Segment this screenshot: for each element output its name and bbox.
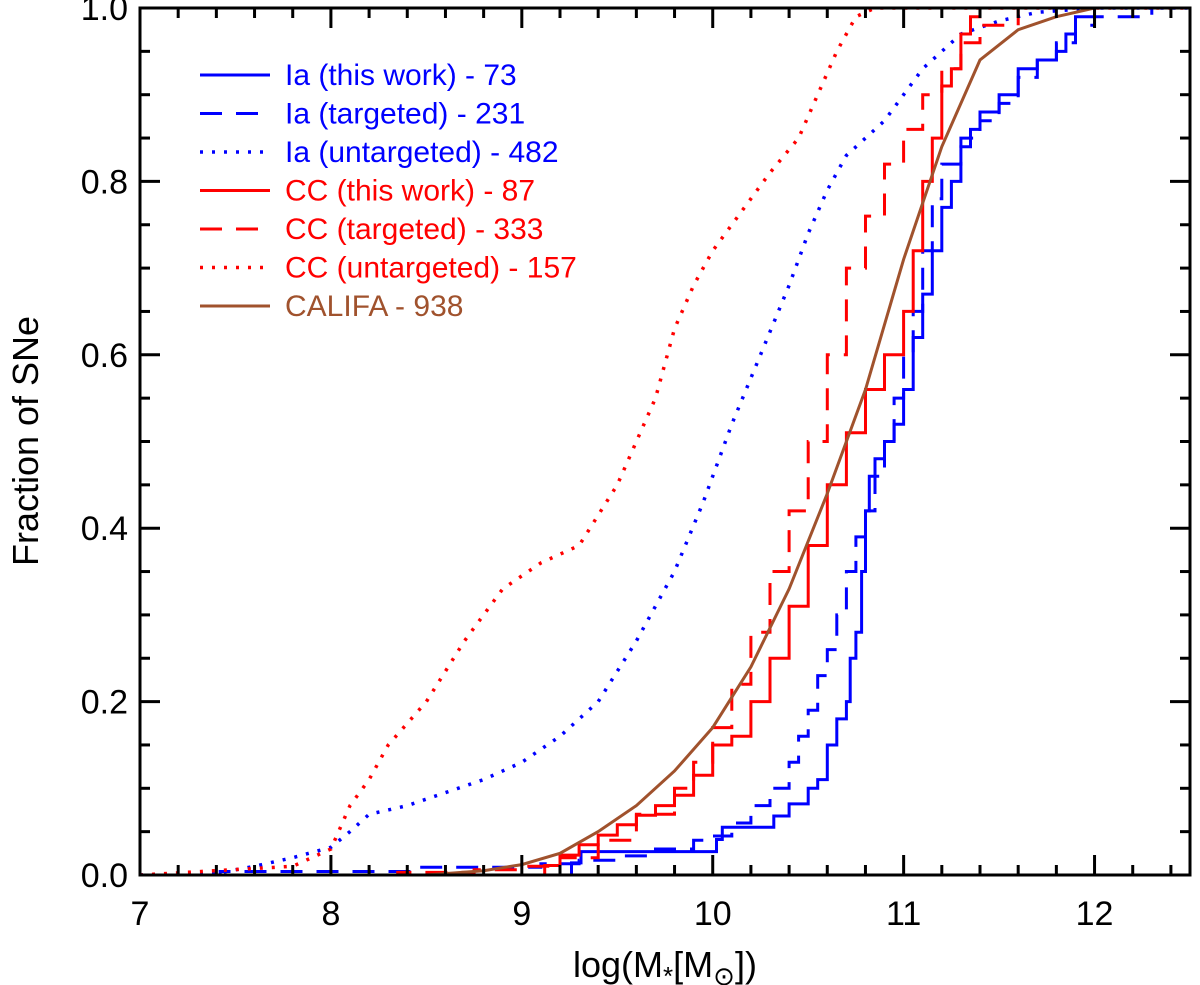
x-tick-label: 12 (1076, 895, 1114, 933)
legend-label: CC (untargeted) - 157 (285, 252, 577, 285)
legend-label: Ia (targeted) - 231 (285, 98, 525, 131)
legend-label: CC (this work) - 87 (285, 175, 535, 208)
x-tick-label: 9 (512, 895, 531, 933)
x-axis-title-sun-symbol: ⊙ (713, 961, 735, 985)
y-axis-title: Fraction of SNe (5, 316, 46, 566)
series-line-6 (140, 8, 1190, 875)
x-tick-label: 11 (886, 895, 921, 933)
x-axis-title: log(M*[M⊙]) (573, 944, 757, 985)
x-tick-label: 8 (321, 895, 340, 933)
y-tick-label: 0.8 (81, 163, 128, 201)
x-axis-title-subscript: * (663, 961, 673, 985)
y-tick-label: 1.0 (81, 0, 128, 28)
legend: Ia (this work) - 73 Ia (targeted) - 231 Ia… (200, 59, 577, 323)
series-line-1 (140, 8, 1190, 875)
series-line-0 (140, 8, 1190, 875)
legend-label: CC (targeted) - 333 (285, 213, 543, 246)
x-axis-title-end: ]) (735, 944, 757, 985)
legend-label: Ia (this work) - 73 (285, 59, 517, 92)
legend-label: Ia (untargeted) - 482 (285, 136, 559, 169)
tick-labels-layer: 7 8 9 10 11 12 0.0 0.2 0.4 0.6 0.8 1.0 (81, 0, 1114, 933)
y-tick-label: 0.2 (81, 684, 128, 722)
y-tick-label: 0.6 (81, 337, 128, 375)
x-tick-label: 7 (131, 895, 150, 933)
x-tick-label: 10 (694, 895, 732, 933)
ticks-layer (138, 6, 1190, 877)
legend-label: CALIFA - 938 (285, 290, 463, 323)
y-tick-label: 0.0 (81, 857, 128, 895)
series-line-3 (140, 8, 1190, 875)
series-line-5 (140, 8, 1190, 875)
x-axis-title-start: log(M (573, 944, 663, 985)
series-line-4 (140, 8, 1190, 875)
series-layer (140, 8, 1190, 875)
x-axis-title-mid: [M (673, 944, 713, 985)
y-tick-label: 0.4 (81, 510, 128, 548)
